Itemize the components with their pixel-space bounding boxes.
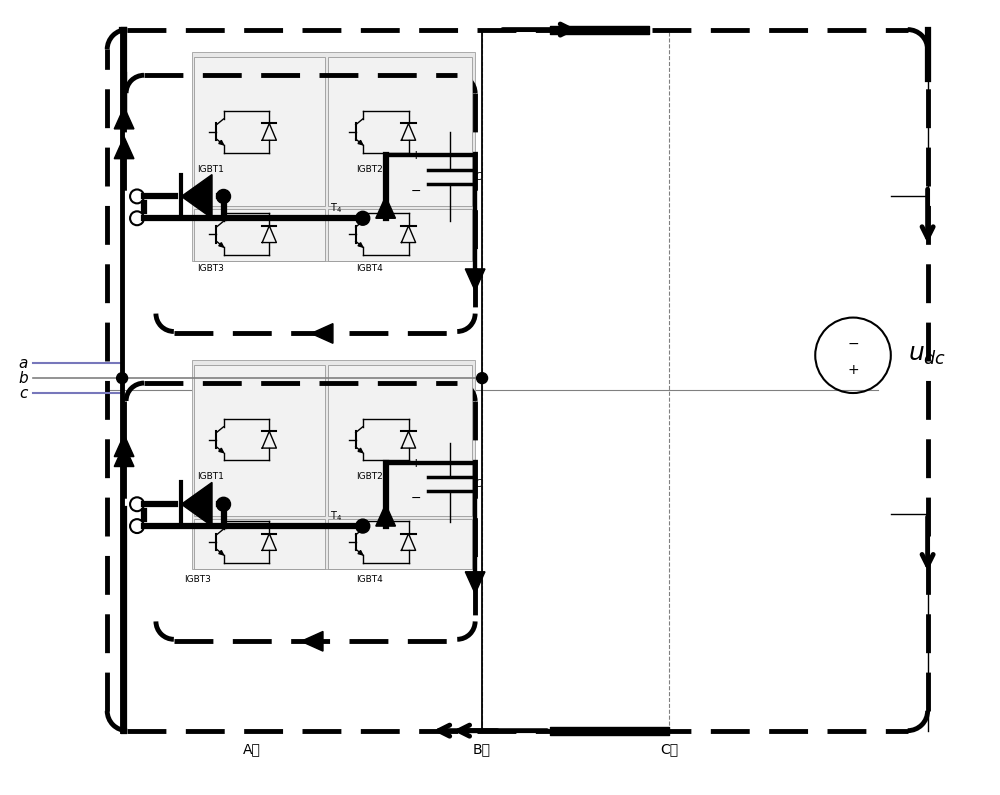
Polygon shape [114,137,134,159]
Polygon shape [219,141,224,145]
Polygon shape [376,196,395,219]
Bar [194,519,325,568]
Text: −: − [847,336,859,351]
Polygon shape [311,324,333,343]
Polygon shape [114,435,134,456]
Bar [192,360,475,568]
Text: +: + [410,456,421,470]
Text: −: − [410,492,421,506]
Bar [194,209,325,261]
Polygon shape [358,242,363,247]
Circle shape [217,189,231,204]
Bar [328,365,472,516]
Text: IGBT1: IGBT1 [197,165,224,173]
Polygon shape [376,504,395,526]
Text: IGBT4: IGBT4 [356,575,383,584]
Polygon shape [358,141,363,145]
Text: c: c [19,386,28,401]
Text: A相: A相 [242,743,260,757]
Polygon shape [358,448,363,452]
Polygon shape [114,444,134,467]
Text: −: − [410,184,421,197]
Text: +: + [410,149,421,161]
Text: C: C [474,172,482,181]
Text: IGBT3: IGBT3 [197,264,224,273]
Circle shape [117,373,128,384]
Circle shape [217,498,231,511]
Polygon shape [219,550,224,555]
Bar [328,57,472,207]
Text: IGBT2: IGBT2 [356,165,383,173]
Bar [194,365,325,516]
Circle shape [356,519,370,533]
Text: C相: C相 [660,743,678,757]
Polygon shape [114,107,134,129]
Text: T$_4$: T$_4$ [330,201,342,215]
Bar [194,57,325,207]
Bar [192,52,475,261]
Polygon shape [219,242,224,247]
Text: $u_{dc}$: $u_{dc}$ [908,343,946,367]
Polygon shape [181,483,212,526]
Text: C: C [474,479,482,490]
Polygon shape [465,572,485,594]
Polygon shape [301,631,323,651]
Text: IGBT4: IGBT4 [356,264,383,273]
Text: IGBT3: IGBT3 [184,575,211,584]
Bar [328,209,472,261]
Circle shape [356,211,370,225]
Text: T$_4$: T$_4$ [330,509,342,523]
Text: a: a [18,355,28,370]
Polygon shape [181,175,212,219]
Polygon shape [465,269,485,291]
Bar [328,519,472,568]
Text: IGBT2: IGBT2 [356,472,383,482]
Text: +: + [847,363,859,377]
Circle shape [477,373,488,384]
Polygon shape [358,550,363,555]
Text: IGBT1: IGBT1 [197,472,224,482]
Text: B相: B相 [473,743,491,757]
Text: b: b [18,370,28,386]
Polygon shape [219,448,224,452]
